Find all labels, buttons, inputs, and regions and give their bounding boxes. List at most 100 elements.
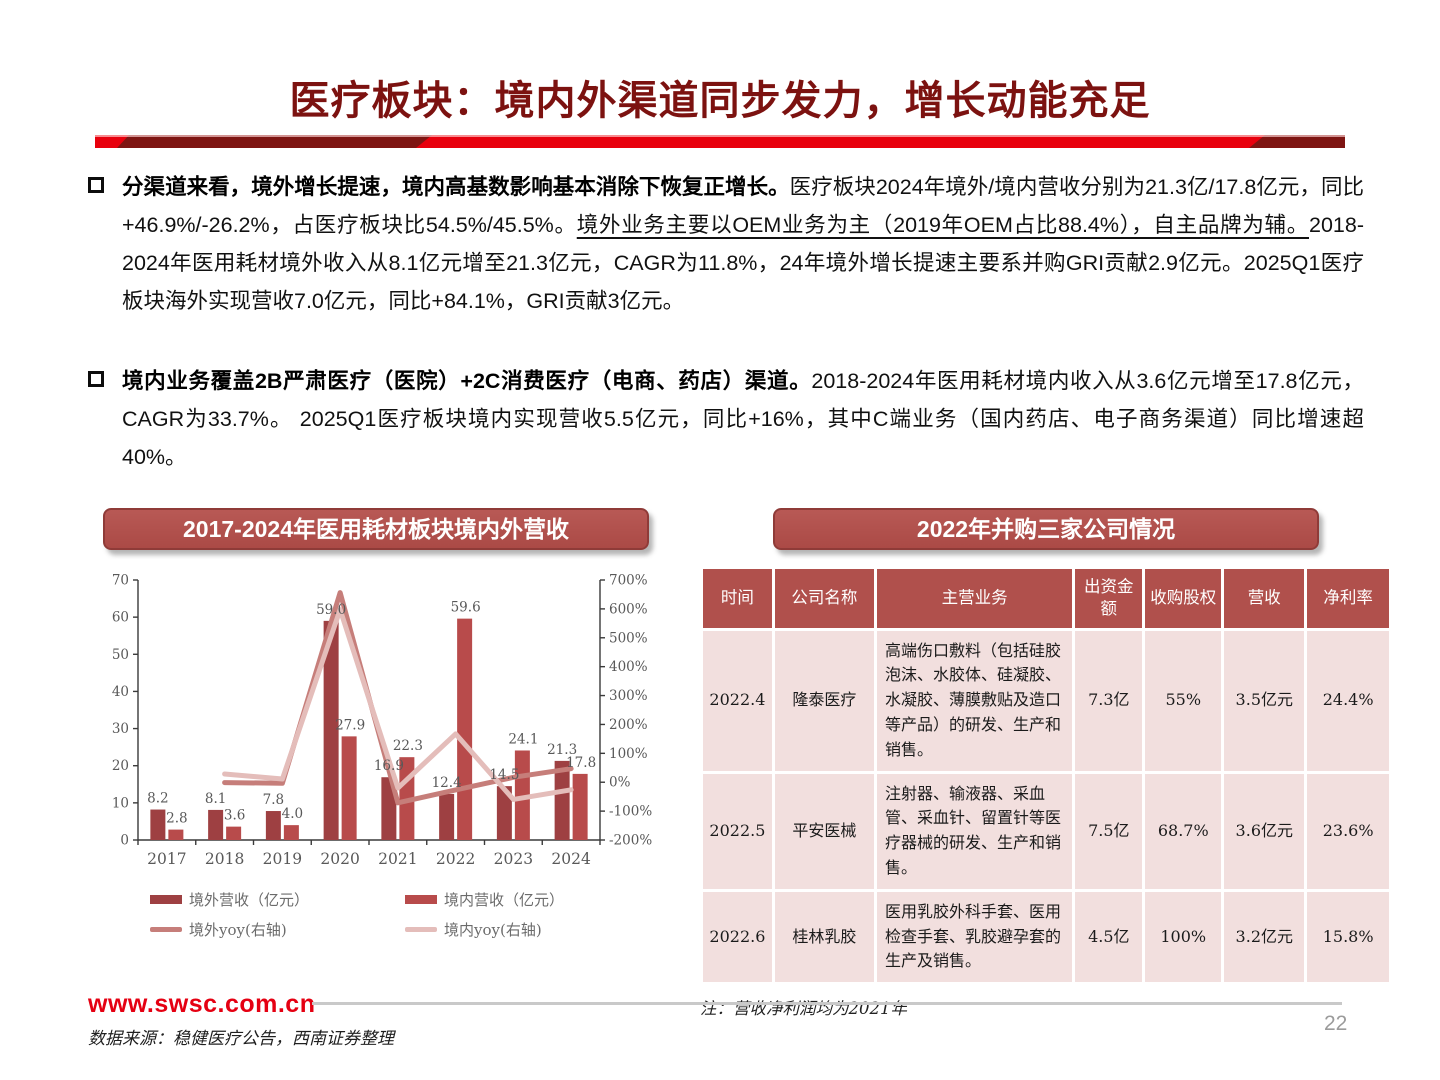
- bar-value-label: 24.1: [508, 731, 538, 747]
- left-axis-label: 60: [112, 610, 129, 626]
- overseas-revenue-bar: [208, 809, 224, 840]
- bar-value-label: 59.0: [316, 602, 346, 618]
- bar-value-label: 8.2: [147, 791, 168, 807]
- overseas-revenue-swatch-icon: [150, 895, 182, 904]
- domestic-revenue-bar: [514, 750, 530, 840]
- legend-label: 境内yoy(右轴): [444, 921, 542, 939]
- bullet-1-text-b: 2018-2024年医用耗材境外收入从8.1亿元增至21.3亿元，CAGR为11…: [122, 213, 1364, 313]
- bullet-paragraph-1: 分渠道来看，境外增长提速，境内高基数影响基本消除下恢复正增长。医疗板块2024年…: [88, 168, 1364, 320]
- overseas-revenue-bar: [554, 760, 570, 840]
- cell-margin: 15.8%: [1307, 891, 1389, 983]
- page-number: 22: [1324, 1012, 1348, 1035]
- bar-value-label: 3.6: [224, 808, 245, 824]
- cell-company: 隆泰医疗: [774, 630, 874, 771]
- right-axis-label: 500%: [609, 630, 648, 646]
- x-axis-label: 2019: [263, 850, 302, 868]
- legend-label: 境外yoy(右轴): [189, 921, 287, 939]
- revenue-chart: 0 10 20 30 40 50 60 70 700% 600% 500% 400% 300% 200% 1…: [112, 573, 653, 869]
- left-axis-label: 10: [112, 795, 129, 811]
- cell-time: 2022.6: [703, 891, 772, 983]
- overseas-yoy-line: [222, 590, 574, 806]
- bar-value-label: 14.5: [489, 767, 519, 783]
- table-row: 2022.4 隆泰医疗 高端伤口敷料（包括硅胶泡沫、水胶体、硅凝胶、水凝胶、薄膜…: [703, 630, 1389, 771]
- x-axis-label: 2018: [205, 850, 244, 868]
- page-title: 医疗板块：境内外渠道同步发力，增长动能充足: [289, 79, 1151, 123]
- right-axis-label: 200%: [609, 717, 648, 733]
- chart-title-banner: 2017-2024年医用耗材板块境内外营收: [103, 508, 649, 550]
- overseas-revenue-bar: [150, 809, 166, 840]
- right-axis-label: -100%: [609, 804, 652, 820]
- legend-label: 境外营收（亿元）: [189, 891, 310, 909]
- bar-value-label: 7.8: [263, 792, 284, 808]
- site-url: www.swsc.com.cn: [88, 990, 316, 1018]
- legend-item-domestic-yoy: 境内yoy(右轴): [405, 919, 660, 940]
- left-axis-label: 50: [112, 647, 129, 663]
- domestic-revenue-bar: [226, 826, 242, 840]
- table-title-banner: 2022年并购三家公司情况: [773, 508, 1319, 550]
- revenue-chart-panel: 2017-2024年医用耗材板块境内外营收 0 10 20 30 40 50 60 70 700…: [88, 508, 663, 940]
- col-header-revenue: 营收: [1224, 569, 1305, 628]
- right-axis-label: 400%: [609, 659, 648, 675]
- x-axis-label: 2024: [551, 850, 591, 868]
- overseas-revenue-bar: [265, 811, 281, 840]
- mna-table-panel: 2022年并购三家公司情况 时间 公司名称 主营业务 出资金额 收购股权 营收 …: [700, 508, 1392, 1019]
- bullet-1-text: 分渠道来看，境外增长提速，境内高基数影响基本消除下恢复正增长。医疗板块2024年…: [122, 168, 1364, 320]
- cell-revenue: 3.2亿元: [1224, 891, 1305, 983]
- right-axis-label: 700%: [609, 573, 648, 589]
- bar-value-label: 59.6: [451, 600, 481, 616]
- overseas-yoy-swatch-icon: [150, 927, 182, 932]
- legend-item-domestic-revenue: 境内营收（亿元）: [405, 889, 660, 910]
- bar-value-label: 22.3: [393, 738, 423, 754]
- bullet-1-text-a: 医疗板块2024年境外/境内营收分别为21.3亿/17.8亿元，同比+46.9%…: [122, 175, 1364, 237]
- mna-table: 时间 公司名称 主营业务 出资金额 收购股权 营收 净利率 2022.4 隆泰医…: [700, 566, 1392, 985]
- right-axis-label: 100%: [609, 746, 648, 762]
- cell-margin: 24.4%: [1307, 630, 1389, 771]
- cell-revenue: 3.6亿元: [1224, 773, 1305, 889]
- domestic-revenue-bar: [283, 825, 299, 840]
- right-axis-label: 600%: [609, 601, 648, 617]
- x-axis-label: 2022: [436, 850, 475, 868]
- footer-divider-line: [312, 1002, 1342, 1005]
- cell-amount: 7.3亿: [1075, 630, 1143, 771]
- domestic-revenue-bar: [572, 773, 588, 840]
- bar-value-label: 16.9: [374, 758, 404, 774]
- legend-label: 境内营收（亿元）: [444, 891, 565, 909]
- domestic-revenue-bar: [341, 736, 357, 840]
- table-row: 2022.6 桂林乳胶 医用乳胶外科手套、医用检查手套、乳胶避孕套的生产及销售。…: [703, 891, 1389, 983]
- cell-amount: 7.5亿: [1075, 773, 1143, 889]
- legend-column-domestic: 境内营收（亿元） 境内yoy(右轴): [405, 889, 660, 940]
- cell-business: 注射器、输液器、采血管、采血针、留置针等医疗器械的研发、生产和销售。: [877, 773, 1073, 889]
- right-axis-label: 300%: [609, 688, 648, 704]
- legend-column-overseas: 境外营收（亿元） 境外yoy(右轴): [150, 889, 405, 940]
- cell-equity: 68.7%: [1145, 773, 1222, 889]
- right-axis-label: -200%: [609, 833, 652, 849]
- domestic-revenue-swatch-icon: [405, 895, 437, 904]
- cell-margin: 23.6%: [1307, 773, 1389, 889]
- table-header-row: 时间 公司名称 主营业务 出资金额 收购股权 营收 净利率: [703, 569, 1389, 628]
- bullet-square-icon: [88, 371, 104, 387]
- bar-value-label: 21.3: [547, 742, 577, 758]
- cell-company: 桂林乳胶: [774, 891, 874, 983]
- divider-dark-segment-left: [117, 135, 432, 148]
- data-source: 数据来源：稳健医疗公告，西南证券整理: [88, 1029, 394, 1049]
- bar-value-label: 12.4: [432, 775, 462, 791]
- bar-value-label: 4.0: [282, 806, 303, 822]
- title-divider: [95, 135, 1345, 148]
- chart-legend: 境外营收（亿元） 境外yoy(右轴) 境内营收（亿元） 境内yoy(右轴): [88, 889, 663, 940]
- domestic-revenue-bar: [168, 829, 184, 840]
- cell-equity: 100%: [1145, 891, 1222, 983]
- cell-business: 高端伤口敷料（包括硅胶泡沫、水胶体、硅凝胶、水凝胶、薄膜敷贴及造口等产品）的研发…: [877, 630, 1073, 771]
- bar-value-label: 2.8: [166, 811, 187, 827]
- bullet-1-underlined: 境外业务主要以OEM业务为主（2019年OEM占比88.4%），自主品牌为辅。: [576, 213, 1309, 237]
- left-axis-label: 20: [112, 758, 129, 774]
- cell-business: 医用乳胶外科手套、医用检查手套、乳胶避孕套的生产及销售。: [877, 891, 1073, 983]
- cell-time: 2022.5: [703, 773, 772, 889]
- left-axis-label: 70: [112, 573, 129, 589]
- col-header-amount: 出资金额: [1075, 569, 1143, 628]
- bullet-square-icon: [88, 177, 104, 193]
- col-header-company: 公司名称: [774, 569, 874, 628]
- overseas-revenue-bar: [496, 786, 512, 840]
- col-header-business: 主营业务: [877, 569, 1073, 628]
- overseas-revenue-bar: [323, 620, 339, 840]
